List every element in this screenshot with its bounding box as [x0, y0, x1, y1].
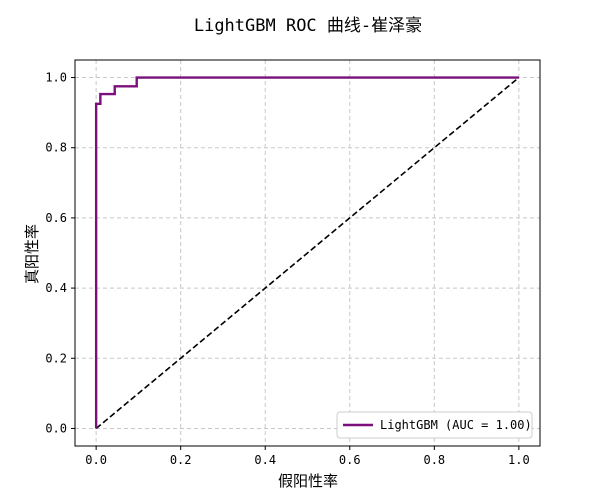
y-axis-label: 真阳性率 — [23, 224, 41, 284]
y-tick-label: 0.2 — [45, 351, 67, 365]
x-axis-label: 假阳性率 — [278, 472, 338, 490]
roc-curve-lightgbm — [94, 76, 519, 429]
y-tick-label: 0.6 — [45, 211, 67, 225]
legend-box — [336, 411, 533, 439]
axis-ticks: 0.0 0.2 0.4 0.6 0.8 1.0 0.0 0.2 0.4 0.6 0.8 1.0 — [45, 71, 529, 467]
chart-title: LightGBM ROC 曲线-崔泽豪 — [194, 15, 422, 36]
x-tick-label: 0.8 — [423, 453, 445, 467]
y-tick-label: 0.4 — [45, 281, 67, 295]
x-tick-label: 0.0 — [85, 453, 107, 467]
x-tick-label: 1.0 — [508, 453, 530, 467]
series-layer — [94, 76, 520, 430]
x-tick-label: 0.6 — [339, 453, 361, 467]
y-tick-label: 1.0 — [45, 71, 67, 85]
y-tick-label: 0.0 — [45, 421, 67, 435]
chance-diagonal-line — [95, 76, 520, 430]
plot-frame — [74, 59, 541, 447]
x-tick-label: 0.2 — [170, 453, 192, 467]
legend-label-lightgbm: LightGBM (AUC = 1.00) — [380, 418, 532, 432]
y-tick-label: 0.8 — [45, 141, 67, 155]
x-tick-label: 0.4 — [254, 453, 276, 467]
legend: LightGBM (AUC = 1.00) — [336, 411, 533, 439]
